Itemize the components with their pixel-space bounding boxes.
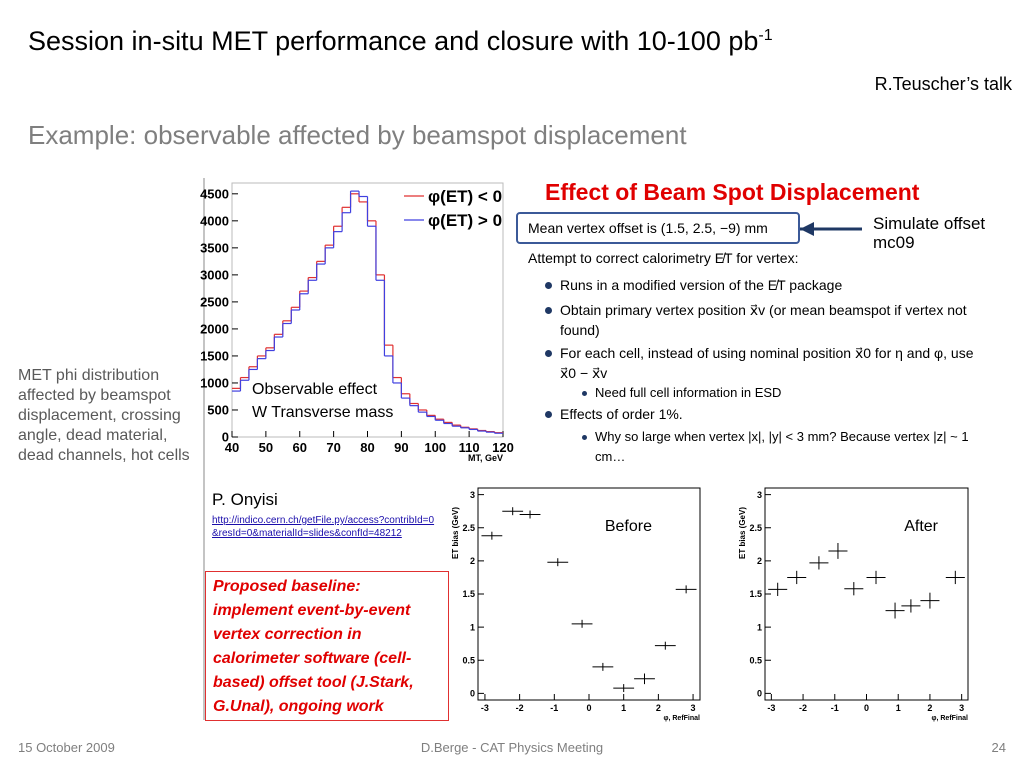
y-tick-label: 1.5 bbox=[462, 589, 475, 599]
intro: Attempt to correct calorimetry E̸T for v… bbox=[528, 250, 799, 266]
x-tick-label: 0 bbox=[864, 703, 869, 713]
x-tick-label: -3 bbox=[481, 703, 489, 713]
x-tick-label: -2 bbox=[516, 703, 524, 713]
plot-label: Before bbox=[605, 518, 652, 535]
y-tick-label: 2.5 bbox=[749, 523, 762, 533]
offset-box: Mean vertex offset is (1.5, 2.5, −9) mm bbox=[516, 212, 800, 244]
author: P. Onyisi bbox=[212, 490, 278, 509]
annotation: Observable effect bbox=[252, 381, 378, 398]
legend-label: φ(ET) > 0 bbox=[428, 211, 502, 230]
talk-ref: R.Teuscher’s talk bbox=[874, 74, 1012, 94]
x-tick-label: -3 bbox=[767, 703, 775, 713]
x-tick-label: -1 bbox=[550, 703, 558, 713]
x-tick-label: 3 bbox=[691, 703, 696, 713]
x-tick-label: 80 bbox=[360, 440, 374, 455]
x-tick-label: 100 bbox=[424, 440, 446, 455]
x-tick-label: 70 bbox=[326, 440, 340, 455]
x-tick-label: -2 bbox=[799, 703, 807, 713]
x-tick-label: 2 bbox=[927, 703, 932, 713]
x-axis-label: MT, GeV bbox=[468, 453, 503, 463]
x-tick-label: 50 bbox=[259, 440, 273, 455]
x-axis-label: φ, RefFinal bbox=[663, 715, 700, 722]
x-tick-label: 90 bbox=[394, 440, 408, 455]
arrow-head bbox=[800, 222, 814, 236]
x-tick-label: -1 bbox=[831, 703, 839, 713]
proposal: Proposed baseline: implement event-by-ev… bbox=[205, 571, 449, 721]
y-tick-label: 3500 bbox=[200, 240, 229, 255]
footer-center: D.Berge - CAT Physics Meeting bbox=[420, 740, 604, 755]
x-tick-label: 60 bbox=[293, 440, 307, 455]
slide-title: Session in-situ MET performance and clos… bbox=[28, 26, 773, 56]
bullet: Effects of order 1%. bbox=[545, 404, 990, 424]
y-tick-label: 1 bbox=[757, 622, 762, 632]
arrow-note: Simulate offset mc09 bbox=[873, 214, 986, 252]
x-tick-label: 110 bbox=[459, 440, 480, 455]
footer-page: 24 bbox=[991, 740, 1006, 755]
bullet: Obtain primary vertex position x⃗v (or m… bbox=[545, 300, 990, 340]
footer-date: 15 October 2009 bbox=[18, 740, 115, 755]
y-tick-label: 0.5 bbox=[462, 655, 475, 665]
y-tick-label: 1000 bbox=[200, 376, 229, 391]
link[interactable]: http://indico.cern.ch/getFile.py/access?… bbox=[212, 515, 435, 539]
bullet: Runs in a modified version of the E̸T pa… bbox=[545, 275, 990, 295]
legend-label: φ(ET) < 0 bbox=[428, 187, 502, 206]
y-axis-label: ET bias (GeV) bbox=[451, 507, 460, 559]
y-tick-label: 1500 bbox=[200, 348, 229, 363]
y-tick-label: 3 bbox=[757, 490, 762, 500]
x-tick-label: 2 bbox=[656, 703, 661, 713]
bullet: Need full cell information in ESD bbox=[582, 383, 995, 403]
x-tick-label: 3 bbox=[959, 703, 964, 713]
y-axis-label: ET bias (GeV) bbox=[738, 507, 747, 559]
x-tick-label: 0 bbox=[586, 703, 591, 713]
y-tick-label: 1.5 bbox=[749, 589, 762, 599]
annotation: W Transverse mass bbox=[252, 404, 393, 421]
y-tick-label: 2000 bbox=[200, 321, 229, 336]
plot-frame bbox=[477, 487, 701, 701]
y-tick-label: 2.5 bbox=[462, 523, 475, 533]
y-tick-label: 0 bbox=[757, 689, 762, 699]
x-tick-label: 40 bbox=[225, 440, 239, 455]
y-tick-label: 2500 bbox=[200, 294, 229, 309]
y-tick-label: 3000 bbox=[200, 267, 229, 282]
bullet: Why so large when vertex |x|, |y| < 3 mm… bbox=[582, 427, 995, 467]
y-tick-label: 4500 bbox=[200, 186, 229, 201]
plot-label: After bbox=[904, 518, 938, 535]
x-tick-label: 1 bbox=[621, 703, 626, 713]
y-tick-label: 0 bbox=[222, 430, 229, 445]
x-tick-label: 1 bbox=[896, 703, 901, 713]
y-tick-label: 0 bbox=[470, 689, 475, 699]
bullet: For each cell, instead of using nominal … bbox=[545, 343, 990, 383]
y-tick-label: 2 bbox=[757, 556, 762, 566]
y-tick-label: 500 bbox=[207, 403, 229, 418]
y-tick-label: 3 bbox=[470, 490, 475, 500]
panel-title: Effect of Beam Spot Displacement bbox=[545, 179, 920, 205]
x-axis-label: φ, RefFinal bbox=[931, 715, 968, 722]
y-tick-label: 4000 bbox=[200, 213, 229, 228]
y-tick-label: 1 bbox=[470, 622, 475, 632]
y-tick-label: 2 bbox=[470, 556, 475, 566]
side-text: MET phi distribution affected by beamspo… bbox=[18, 367, 190, 464]
heading: Example: observable affected by beamspot… bbox=[28, 120, 687, 150]
y-tick-label: 0.5 bbox=[749, 655, 762, 665]
x-tick-label: 120 bbox=[492, 440, 514, 455]
